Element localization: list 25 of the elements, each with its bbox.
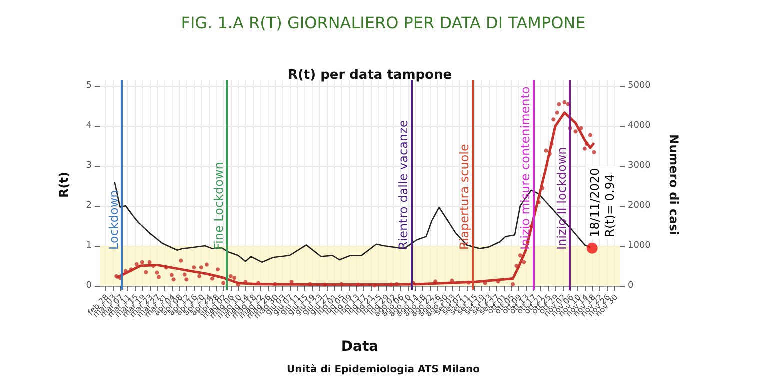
y-tick-label: 1 [86,241,92,251]
chart-title: FIG. 1.A R(T) GIORNALIERO PER DATA DI TAMPONE [181,14,586,32]
y-axis-title: R(t) [57,172,71,198]
y2-tick-label: 2000 [628,201,652,211]
ref-line-label: Inizio II lockdown [555,147,570,250]
y2-tick-label: 0 [628,281,634,291]
ref-line-label: Inizio misure contenimento [518,86,532,250]
y-tick-label: 2 [86,201,92,211]
x-axis-title: Data [341,339,379,355]
ref-line-label: Lockdown [107,190,122,250]
chart-subtitle: R(t) per data tampone [288,68,452,83]
ref-line-label: Fine Lockdown [212,162,226,250]
y-tick-label: 4 [86,121,92,131]
y2-tick-label: 5000 [628,81,652,91]
y-tick-label: 3 [86,161,92,171]
y-tick-label: 5 [86,81,92,91]
ref-line-label: Riapertura scuole [457,144,472,250]
y2-tick-label: 1000 [628,241,652,251]
y2-axis-title: Numero di casi [667,134,681,236]
y-tick-label: 0 [86,281,92,291]
text: Unità di Epidemiologia ATS Milano [287,364,480,376]
annotation: 18/11/2020 R(t)= 0.94 [588,168,617,238]
y2-tick-label: 4000 [628,121,652,131]
ref-line-label: Rientro dalle vacanze [396,120,411,250]
y2-tick-label: 3000 [628,161,652,171]
